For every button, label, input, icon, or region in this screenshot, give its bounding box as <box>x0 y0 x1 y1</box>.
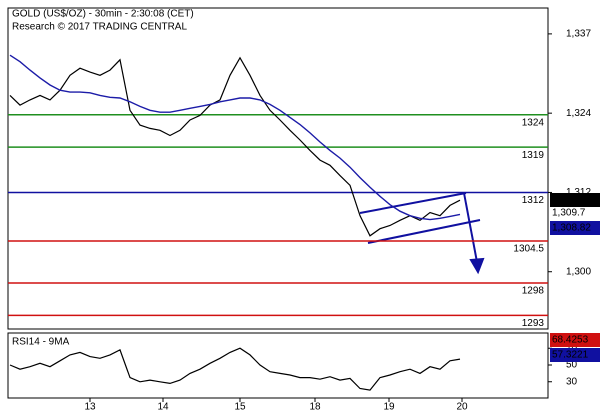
channel-lower <box>367 219 481 244</box>
price-tag: 57.3221 <box>552 350 589 361</box>
y-tick-label: 1,300 <box>566 266 591 277</box>
x-tick-label: 13 <box>84 402 96 413</box>
chart-title: GOLD (US$/OZ) - 30min - 2:30:08 (CET) <box>12 9 194 20</box>
price-tag-box <box>550 333 600 347</box>
x-tick-label: 14 <box>157 402 169 413</box>
x-tick-label: 18 <box>309 402 321 413</box>
price-tag-box <box>550 221 600 235</box>
level-label: 1293 <box>522 318 545 329</box>
chart-subtitle: Research © 2017 TRADING CENTRAL <box>12 22 187 33</box>
y-tick-label: 1,312 <box>566 187 591 198</box>
forecast-arrow <box>463 192 478 263</box>
price-tag: 1,309.7 <box>552 208 586 219</box>
channel-upper <box>359 192 467 214</box>
x-tick-label: 19 <box>383 402 395 413</box>
flag-pattern <box>359 192 485 275</box>
level-label: 1304.5 <box>513 244 544 255</box>
y-tick-label: 30 <box>566 376 578 387</box>
series-line <box>9 54 461 221</box>
price-tag-box <box>550 193 600 207</box>
y-tick-label: 1,337 <box>566 29 591 40</box>
y-tick-label: 1,324 <box>566 108 591 119</box>
series-line <box>9 56 461 237</box>
x-tick-label: 20 <box>456 402 468 413</box>
y-tick-label: 50 <box>566 360 578 371</box>
price-tag-box <box>550 348 600 362</box>
level-label: 1312 <box>522 195 545 206</box>
series-line <box>9 347 461 391</box>
price-tag: 1,310.78 <box>552 195 591 206</box>
price-tag: 68.4253 <box>552 335 589 346</box>
price-panel <box>7 7 549 330</box>
level-label: 1298 <box>522 286 545 297</box>
level-label: 1319 <box>522 150 545 161</box>
rsi-panel <box>7 332 549 399</box>
arrow-head <box>469 257 485 275</box>
level-label: 1324 <box>522 117 545 128</box>
x-tick-label: 15 <box>234 402 246 413</box>
price-tag: 1,308.82 <box>552 223 591 234</box>
rsi-title: RSI14 - 9MA <box>12 337 70 348</box>
